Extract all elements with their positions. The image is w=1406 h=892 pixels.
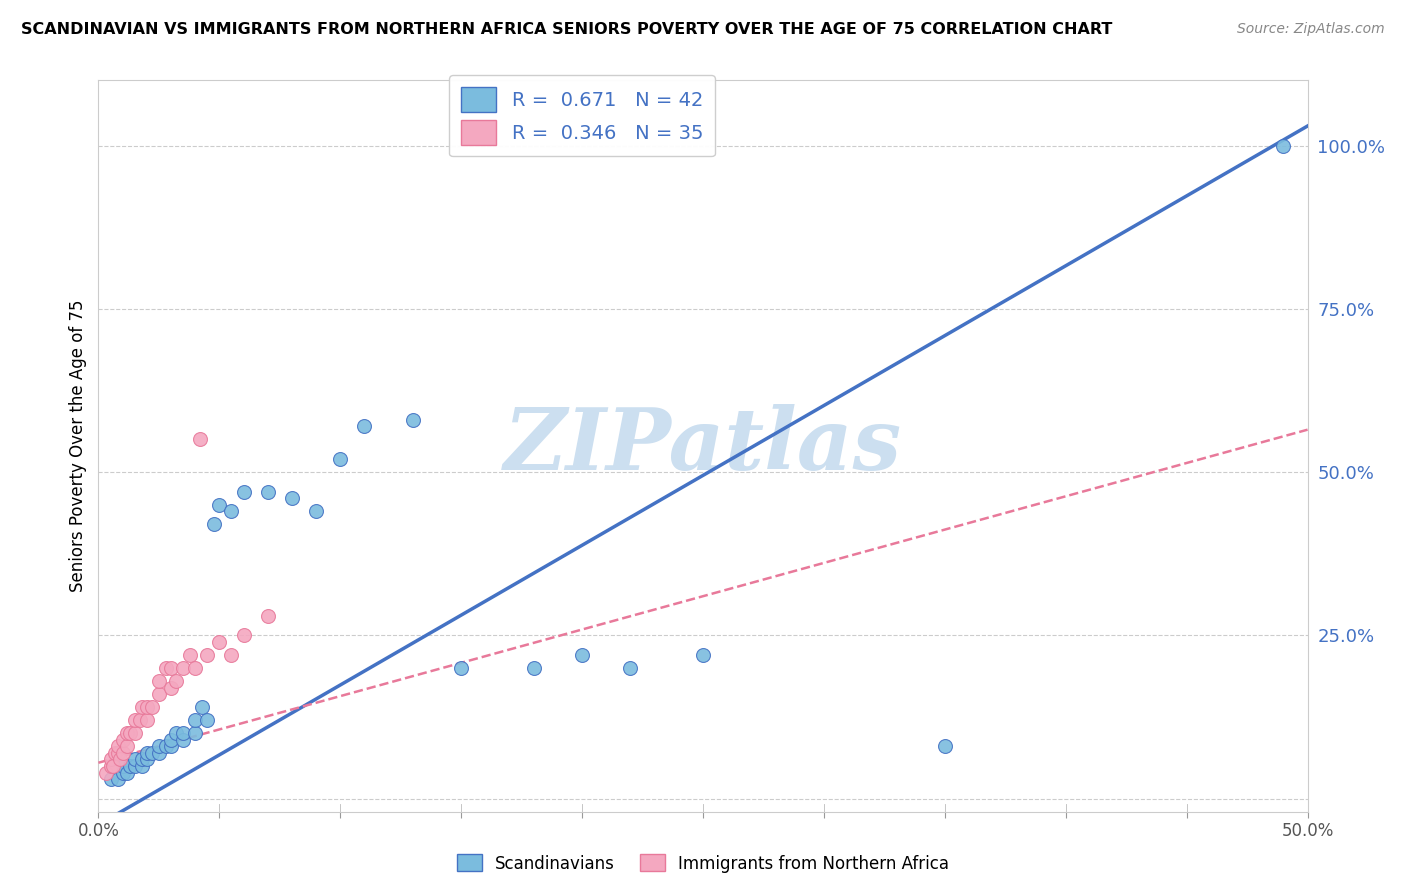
Legend: Scandinavians, Immigrants from Northern Africa: Scandinavians, Immigrants from Northern … xyxy=(450,847,956,880)
Point xyxy=(128,714,150,728)
Point xyxy=(692,648,714,662)
Point xyxy=(353,419,375,434)
Point xyxy=(148,674,170,689)
Y-axis label: Seniors Poverty Over the Age of 75: Seniors Poverty Over the Age of 75 xyxy=(69,300,87,592)
Point xyxy=(188,433,211,447)
Point xyxy=(179,648,201,662)
Point xyxy=(117,739,139,754)
Point xyxy=(131,759,153,773)
Point xyxy=(184,714,207,728)
Point xyxy=(148,687,170,701)
Point xyxy=(165,674,187,689)
Point xyxy=(160,661,183,675)
Legend: R =  0.671   N = 42, R =  0.346   N = 35: R = 0.671 N = 42, R = 0.346 N = 35 xyxy=(450,75,714,156)
Point xyxy=(135,752,157,766)
Point xyxy=(100,759,122,773)
Point xyxy=(135,714,157,728)
Point xyxy=(571,648,593,662)
Point xyxy=(111,746,134,760)
Point xyxy=(172,661,194,675)
Point xyxy=(148,739,170,754)
Point xyxy=(172,726,194,740)
Point xyxy=(117,726,139,740)
Point xyxy=(402,413,425,427)
Point xyxy=(208,635,231,649)
Point xyxy=(111,759,134,773)
Point xyxy=(104,746,127,760)
Point xyxy=(155,739,177,754)
Point xyxy=(172,732,194,747)
Point xyxy=(256,608,278,623)
Point xyxy=(256,484,278,499)
Point xyxy=(131,752,153,766)
Point xyxy=(195,648,218,662)
Point xyxy=(195,714,218,728)
Point xyxy=(100,772,122,786)
Point xyxy=(191,700,214,714)
Point xyxy=(107,739,129,754)
Point xyxy=(232,484,254,499)
Point xyxy=(155,661,177,675)
Point xyxy=(523,661,546,675)
Point xyxy=(221,648,243,662)
Point xyxy=(135,746,157,760)
Point xyxy=(124,726,146,740)
Point xyxy=(108,752,131,766)
Point xyxy=(124,752,146,766)
Text: ZIPatlas: ZIPatlas xyxy=(503,404,903,488)
Point xyxy=(131,700,153,714)
Point xyxy=(450,661,472,675)
Point xyxy=(329,452,352,467)
Point xyxy=(94,765,117,780)
Point xyxy=(160,681,183,695)
Point xyxy=(221,504,243,518)
Point xyxy=(204,517,226,532)
Point xyxy=(148,746,170,760)
Point xyxy=(208,498,231,512)
Point xyxy=(934,739,956,754)
Point xyxy=(107,772,129,786)
Point xyxy=(281,491,304,506)
Point xyxy=(101,759,124,773)
Text: SCANDINAVIAN VS IMMIGRANTS FROM NORTHERN AFRICA SENIORS POVERTY OVER THE AGE OF : SCANDINAVIAN VS IMMIGRANTS FROM NORTHERN… xyxy=(21,22,1112,37)
Point xyxy=(165,726,187,740)
Point xyxy=(100,752,122,766)
Point xyxy=(160,739,183,754)
Text: Source: ZipAtlas.com: Source: ZipAtlas.com xyxy=(1237,22,1385,37)
Point xyxy=(141,746,163,760)
Point xyxy=(124,759,146,773)
Point xyxy=(118,759,141,773)
Point xyxy=(1272,138,1295,153)
Point xyxy=(141,700,163,714)
Point xyxy=(111,732,134,747)
Point xyxy=(160,732,183,747)
Point xyxy=(305,504,328,518)
Point xyxy=(117,765,139,780)
Point xyxy=(135,700,157,714)
Point xyxy=(184,661,207,675)
Point xyxy=(107,746,129,760)
Point xyxy=(118,726,141,740)
Point xyxy=(619,661,641,675)
Point xyxy=(232,628,254,642)
Point xyxy=(184,726,207,740)
Point xyxy=(111,765,134,780)
Point xyxy=(124,714,146,728)
